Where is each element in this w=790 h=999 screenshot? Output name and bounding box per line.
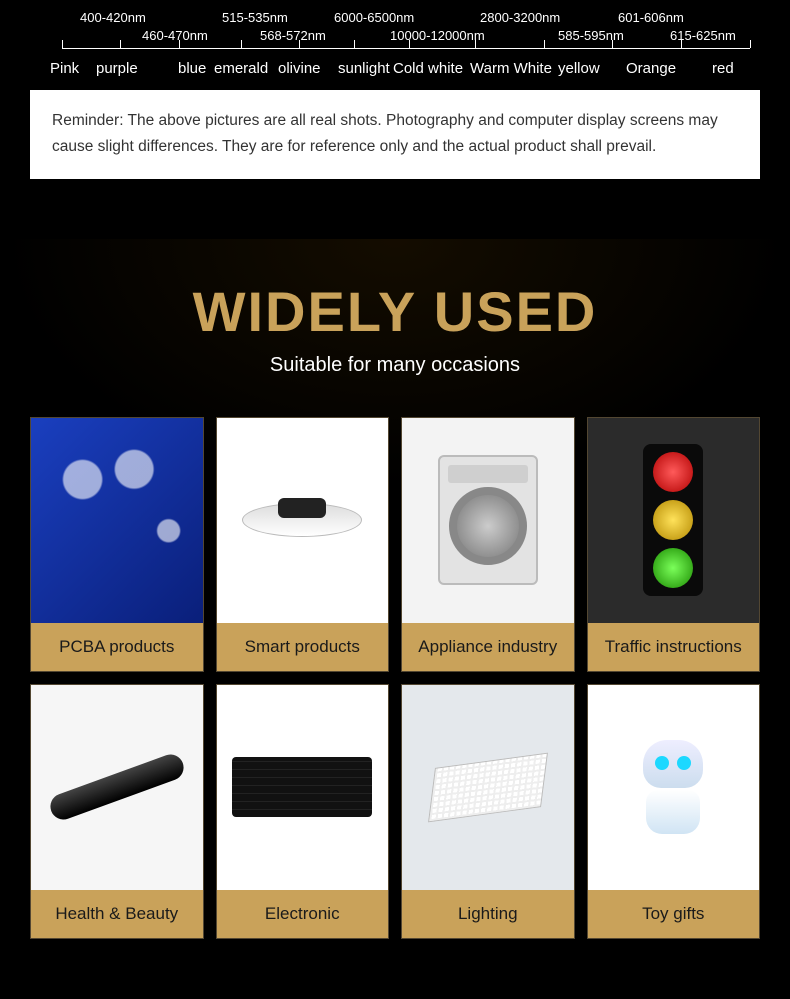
card-traffic: Traffic instructions [587, 417, 761, 672]
widely-subtitle: Suitable for many occasions [30, 354, 760, 377]
card-caption: Health & Beauty [31, 890, 203, 938]
color-name: Warm White [470, 60, 552, 77]
card-image [217, 685, 389, 890]
ruler-tick [179, 40, 180, 48]
ruler-tick [409, 40, 410, 48]
card-image [402, 685, 574, 890]
ruler-tick [612, 40, 613, 48]
ruler-tick [681, 40, 682, 48]
ruler-tick [475, 40, 476, 48]
wavelength-label: 460-470nm [142, 28, 208, 43]
card-caption: PCBA products [31, 623, 203, 671]
card-toy: Toy gifts [587, 684, 761, 939]
card-image [31, 685, 203, 890]
ruler-tick [120, 40, 121, 48]
wavelength-label: 10000-12000nm [390, 28, 485, 43]
color-name: Orange [626, 60, 676, 77]
card-image [31, 418, 203, 623]
card-smart: Smart products [216, 417, 390, 672]
card-caption: Electronic [217, 890, 389, 938]
wavelength-label: 400-420nm [80, 10, 146, 25]
wavelength-label: 6000-6500nm [334, 10, 414, 25]
wavelength-label: 601-606nm [618, 10, 684, 25]
wavelength-label: 515-535nm [222, 10, 288, 25]
ruler-tick [62, 40, 63, 48]
color-name: yellow [558, 60, 600, 77]
reminder-text: Reminder: The above pictures are all rea… [52, 112, 718, 155]
card-image [588, 685, 760, 890]
ruler-tick [544, 40, 545, 48]
ruler-line [62, 48, 750, 49]
ruler-tick [354, 40, 355, 48]
wavelength-label: 585-595nm [558, 28, 624, 43]
card-image [588, 418, 760, 623]
ruler-tick [241, 40, 242, 48]
widely-used-section: WIDELY USED Suitable for many occasions … [0, 239, 790, 969]
ruler-tick [299, 40, 300, 48]
card-health: Health & Beauty [30, 684, 204, 939]
card-appliance: Appliance industry [401, 417, 575, 672]
reminder-box: Reminder: The above pictures are all rea… [30, 90, 760, 179]
card-caption: Toy gifts [588, 890, 760, 938]
color-name: red [712, 60, 734, 77]
card-image [402, 418, 574, 623]
application-grid: PCBA products Smart products Appliance i… [30, 417, 760, 939]
card-caption: Lighting [402, 890, 574, 938]
bottom-pad [0, 969, 790, 999]
card-electronic: Electronic [216, 684, 390, 939]
wavelength-label: 615-625nm [670, 28, 736, 43]
ruler-tick [750, 40, 751, 48]
color-name: blue [178, 60, 206, 77]
color-name: purple [96, 60, 138, 77]
wavelength-label: 2800-3200nm [480, 10, 560, 25]
card-image [217, 418, 389, 623]
color-name: emerald [214, 60, 268, 77]
card-caption: Appliance industry [402, 623, 574, 671]
color-name: olivine [278, 60, 321, 77]
gap [0, 179, 790, 239]
card-caption: Smart products [217, 623, 389, 671]
card-lighting: Lighting [401, 684, 575, 939]
card-caption: Traffic instructions [588, 623, 760, 671]
color-name: Cold white [393, 60, 463, 77]
wavelength-label: 568-572nm [260, 28, 326, 43]
wavelength-ruler: 400-420nm 515-535nm 6000-6500nm 2800-3200nm… [30, 0, 760, 90]
color-name: sunlight [338, 60, 390, 77]
color-name: Pink [50, 60, 79, 77]
top-section: 400-420nm 515-535nm 6000-6500nm 2800-3200nm… [0, 0, 790, 179]
card-pcba: PCBA products [30, 417, 204, 672]
widely-title: WIDELY USED [30, 279, 760, 344]
